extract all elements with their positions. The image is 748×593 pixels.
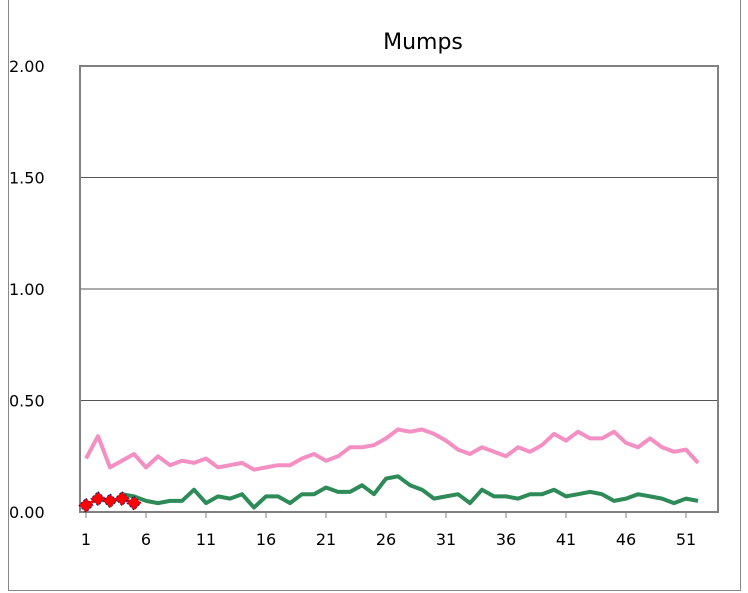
data-point-marker (78, 497, 94, 514)
x-tick-label: 6 (141, 530, 151, 549)
series-layer (78, 427, 700, 514)
y-tick-label: 0.00 (9, 503, 45, 522)
chart-title: Mumps (383, 30, 463, 55)
plot-area (79, 65, 719, 513)
x-tick-label: 26 (376, 530, 396, 549)
data-point-marker (90, 490, 106, 507)
x-axis: 1 6 11 16 21 26 31 36 41 46 51 (81, 512, 696, 549)
gridlines (80, 65, 718, 513)
y-tick-label: 2.00 (9, 57, 45, 76)
chart-frame: Mumps 0.00 0.50 1.00 1.50 2.00 1 6 11 16 21 26 31 3… (8, 0, 741, 591)
x-tick-label: 36 (496, 530, 516, 549)
x-tick-label: 21 (316, 530, 336, 549)
y-axis: 0.00 0.50 1.00 1.50 2.00 (9, 57, 45, 522)
x-tick-label: 11 (196, 530, 216, 549)
series-line-2 (121, 474, 699, 510)
data-point-marker (114, 490, 130, 507)
x-tick-label: 51 (676, 530, 696, 549)
data-point-marker (102, 493, 118, 509)
x-tick-label: 1 (81, 530, 91, 549)
chart-svg: Mumps 0.000.501.001.502.00 1 6 11 16 21 26 31 3… (9, 30, 719, 549)
x-tick-label: 31 (436, 530, 456, 549)
x-tick-label: 46 (616, 530, 636, 549)
series-line-1 (84, 427, 700, 472)
y-tick-label: 0.50 (9, 392, 45, 411)
y-tick-label: 1.00 (9, 280, 45, 299)
x-tick-label: 16 (256, 530, 276, 549)
x-tick-label: 41 (556, 530, 576, 549)
y-tick-label: 1.50 (9, 169, 45, 188)
data-point-marker (126, 495, 142, 511)
